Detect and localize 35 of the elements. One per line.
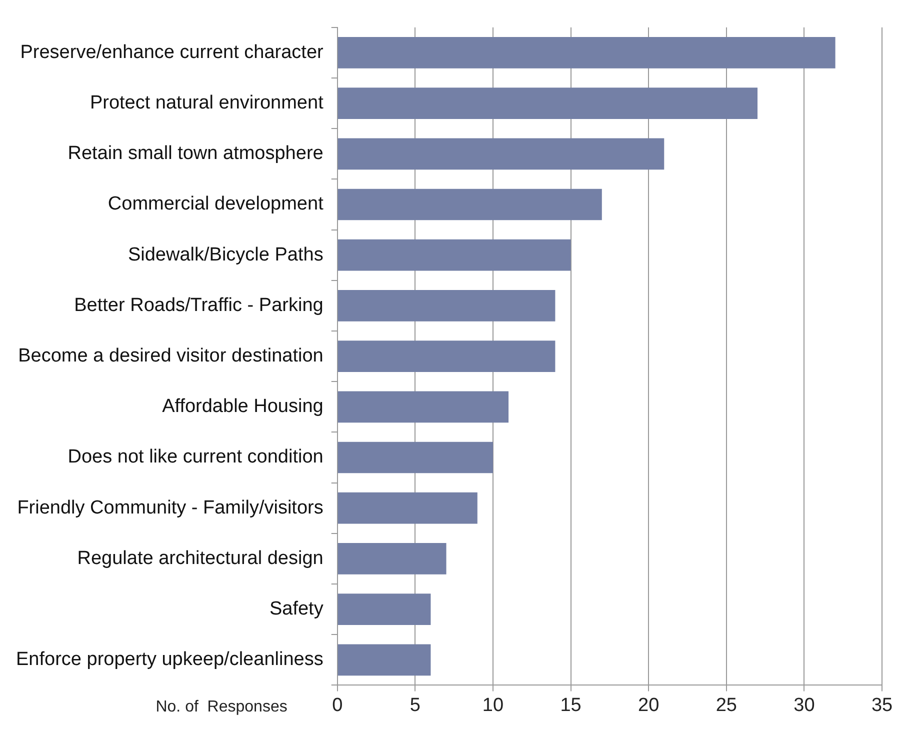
bar bbox=[338, 138, 664, 170]
x-tick-label: 35 bbox=[871, 694, 893, 716]
bar bbox=[338, 492, 478, 524]
bar bbox=[338, 88, 758, 119]
y-tick-label: Friendly Community - Family/visitors bbox=[17, 497, 324, 518]
y-tick-label: Regulate architectural design bbox=[77, 548, 324, 569]
y-tick-label: Better Roads/Traffic - Parking bbox=[74, 294, 324, 316]
y-tick-label: Affordable Housing bbox=[162, 396, 324, 418]
bar bbox=[338, 543, 446, 574]
y-tick-label: Retain small town atmosphere bbox=[68, 143, 324, 164]
x-tick-label: 10 bbox=[482, 694, 504, 716]
y-tick-label: Sidewalk/Bicycle Paths bbox=[128, 244, 324, 266]
bar bbox=[338, 391, 509, 423]
y-tick-label: Preserve/enhance current character bbox=[20, 42, 324, 63]
x-tick-label: 20 bbox=[638, 694, 660, 716]
y-tick-label: Commercial development bbox=[108, 194, 324, 215]
bar bbox=[338, 239, 571, 271]
bar bbox=[338, 594, 431, 625]
bar bbox=[338, 644, 431, 676]
bar bbox=[338, 340, 556, 372]
y-tick-label: Does not like current condition bbox=[68, 446, 324, 468]
x-tick-label: 15 bbox=[560, 694, 582, 716]
x-tick-label: 5 bbox=[410, 694, 420, 716]
x-axis-title: No. of Responses bbox=[156, 698, 288, 716]
bar bbox=[338, 442, 493, 474]
y-tick-label: Protect natural environment bbox=[90, 92, 324, 114]
y-tick-label: Safety bbox=[269, 598, 324, 620]
bar bbox=[338, 290, 556, 322]
y-tick-label: Enforce property upkeep/cleanliness bbox=[16, 649, 324, 670]
bar bbox=[338, 188, 602, 220]
x-tick-label: 30 bbox=[794, 694, 815, 716]
x-tick-label: 25 bbox=[716, 694, 737, 716]
x-tick-label: 0 bbox=[332, 694, 343, 716]
bar bbox=[338, 37, 836, 68]
y-tick-label: Become a desired visitor destination bbox=[18, 346, 324, 367]
